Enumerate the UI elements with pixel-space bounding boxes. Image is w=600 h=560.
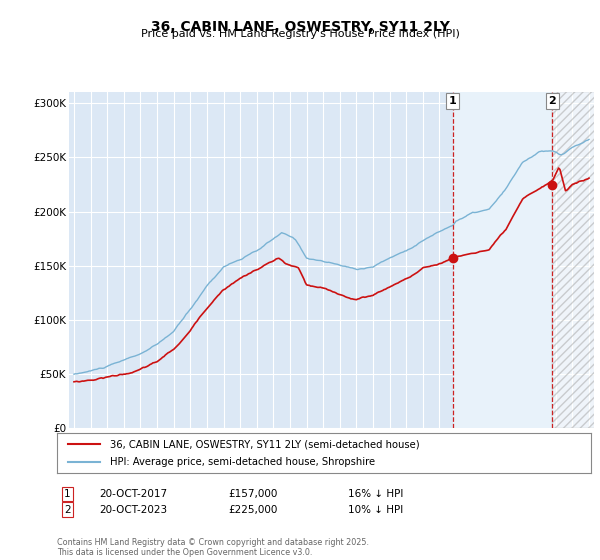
Text: 1: 1 xyxy=(449,96,457,106)
Bar xyxy=(553,92,598,428)
Text: 20-OCT-2023: 20-OCT-2023 xyxy=(99,505,167,515)
Text: £225,000: £225,000 xyxy=(228,505,277,515)
Text: HPI: Average price, semi-detached house, Shropshire: HPI: Average price, semi-detached house,… xyxy=(110,457,376,467)
Bar xyxy=(453,92,553,428)
Text: 36, CABIN LANE, OSWESTRY, SY11 2LY: 36, CABIN LANE, OSWESTRY, SY11 2LY xyxy=(151,20,449,34)
Text: Contains HM Land Registry data © Crown copyright and database right 2025.
This d: Contains HM Land Registry data © Crown c… xyxy=(57,538,369,557)
Text: £157,000: £157,000 xyxy=(228,489,277,499)
Text: 36, CABIN LANE, OSWESTRY, SY11 2LY (semi-detached house): 36, CABIN LANE, OSWESTRY, SY11 2LY (semi… xyxy=(110,439,420,449)
Text: 2: 2 xyxy=(548,96,556,106)
Text: Price paid vs. HM Land Registry's House Price Index (HPI): Price paid vs. HM Land Registry's House … xyxy=(140,29,460,39)
Text: 20-OCT-2017: 20-OCT-2017 xyxy=(99,489,167,499)
Text: 1: 1 xyxy=(64,489,71,499)
Text: 2: 2 xyxy=(64,505,71,515)
Text: 16% ↓ HPI: 16% ↓ HPI xyxy=(348,489,403,499)
Text: 10% ↓ HPI: 10% ↓ HPI xyxy=(348,505,403,515)
